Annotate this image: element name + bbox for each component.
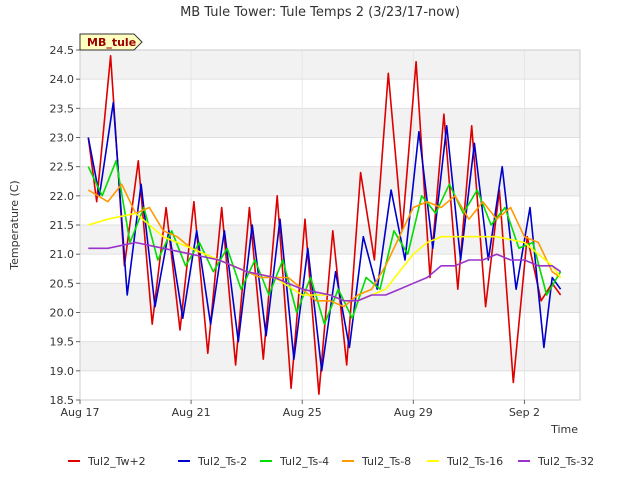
- y-tick-label: 23.0: [50, 132, 75, 145]
- series-line-tul2-ts-32: [88, 241, 562, 302]
- x-tick-label: Aug 29: [394, 406, 433, 419]
- y-tick-label: 20.5: [50, 277, 75, 290]
- x-tick-label: Aug 17: [61, 406, 100, 419]
- x-tick-label: Sep 2: [509, 406, 540, 419]
- y-tick-label: 21.5: [50, 219, 75, 232]
- background-band: [80, 341, 580, 371]
- y-tick-label: 19.5: [50, 336, 75, 349]
- series-line-tul2-ts-8: [87, 183, 562, 308]
- y-tick-label: 22.5: [50, 161, 75, 174]
- y-tick-label: 19.0: [50, 365, 75, 378]
- series-line-tul2-ts-2: [87, 101, 562, 372]
- legend-item: Tul2_Ts-4: [260, 455, 329, 468]
- x-tick-label: Aug 21: [172, 406, 211, 419]
- legend-item: Tul2_Ts-16: [427, 455, 503, 468]
- legend-label: Tul2_Ts-32: [537, 455, 594, 468]
- legend-label: Tul2_Tw+2: [87, 455, 146, 468]
- x-tick-label: Aug 25: [283, 406, 322, 419]
- legend: Tul2_Tw+2 Tul2_Ts-2 Tul2_Ts-4 Tul2_Ts-8 Tul2…: [68, 455, 594, 468]
- y-tick-label: 23.5: [50, 102, 75, 115]
- legend-label: Tul2_Ts-2: [197, 455, 247, 468]
- x-axis-ticks: Aug 17 Aug 21 Aug 25 Aug 29 Sep 2: [61, 400, 540, 419]
- site-label-box: [79, 33, 143, 51]
- x-axis-label: Time: [550, 423, 578, 436]
- legend-item: Tul2_Tw+2: [68, 455, 146, 468]
- y-axis-label: Temperature (C): [8, 180, 21, 270]
- y-tick-label: 20.0: [50, 307, 75, 320]
- background-band: [80, 108, 580, 138]
- y-axis-ticks: 18.5 19.0 19.5 20.0 20.5 21.0 21.5 22.0 22.5 23.0…: [50, 44, 80, 407]
- background-band: [80, 370, 580, 400]
- chart-title: MB Tule Tower: Tule Temps 2 (3/23/17-now…: [180, 5, 460, 20]
- legend-label: Tul2_Ts-16: [446, 455, 503, 468]
- y-tick-label: 24.0: [50, 73, 75, 86]
- legend-item: Tul2_Ts-2: [178, 455, 247, 468]
- y-tick-label: 24.5: [50, 44, 75, 57]
- legend-item: Tul2_Ts-32: [518, 455, 594, 468]
- site-label-badge: MB_tule: [79, 33, 143, 51]
- y-tick-label: 22.0: [50, 190, 75, 203]
- site-label-text: MB_tule: [87, 36, 136, 49]
- legend-label: Tul2_Ts-8: [361, 455, 411, 468]
- background-band: [80, 195, 580, 225]
- y-tick-label: 21.0: [50, 248, 75, 261]
- background-band: [80, 137, 580, 167]
- legend-item: Tul2_Ts-8: [342, 455, 411, 468]
- background-band: [80, 79, 580, 109]
- background-band: [80, 50, 580, 80]
- background-band: [80, 166, 580, 196]
- series-line-tul2-tw-2: [87, 54, 562, 396]
- series-lines: [87, 54, 562, 396]
- y-tick-label: 18.5: [50, 394, 75, 407]
- legend-label: Tul2_Ts-4: [279, 455, 329, 468]
